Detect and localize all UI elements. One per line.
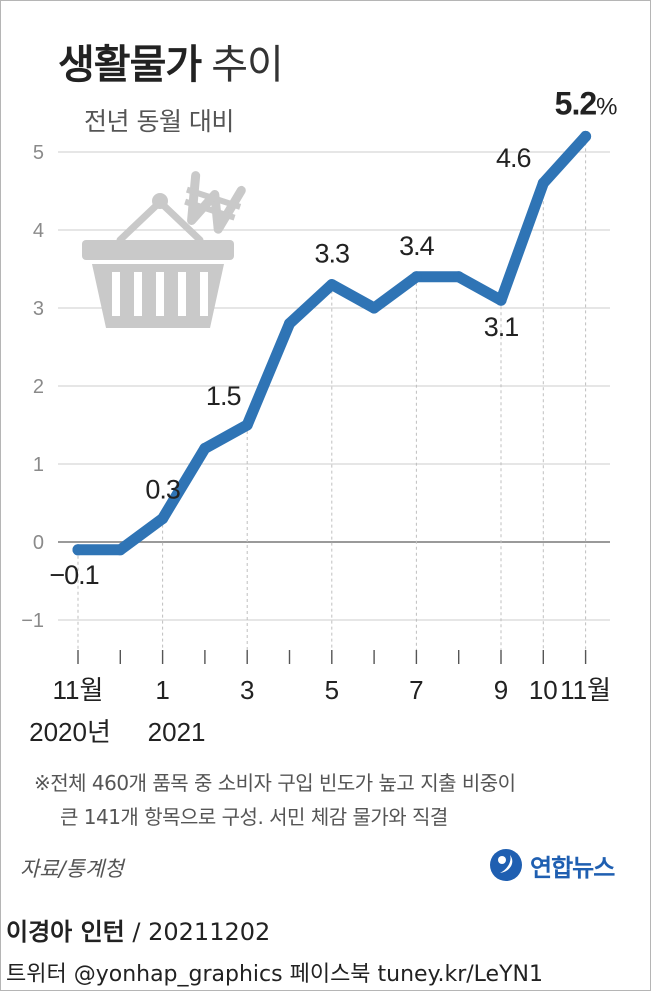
data-point [199,442,211,454]
social-links: 트위터 @yonhap_graphics 페이스북 tuney.kr/LeYN1 [6,962,543,987]
year-label: 2021 [148,717,206,747]
yonhap-logo: 연합뉴스 [488,843,615,887]
y-tick-label: 1 [33,454,44,476]
data-label: 4.6 [496,143,531,173]
footnote-line-2: 큰 141개 항목으로 구성. 서민 체감 물가와 직결 [60,805,448,829]
logo-text: 연합뉴스 [530,853,615,882]
y-tick-label: 5 [33,142,44,164]
data-label: −0.1 [49,560,98,590]
data-point [72,544,84,556]
chart-title: 생활물가 추이 [58,32,284,90]
data-label: 5.2% [555,85,617,121]
x-tick-label: 1 [155,675,169,705]
x-tick-label: 9 [494,675,508,705]
author-name: 이경아 인턴 [6,918,125,946]
data-label: 3.1 [484,312,519,342]
title-main: 생활물가 [58,42,202,88]
won-sign-icon [184,171,246,234]
x-tick-label: 5 [325,675,339,705]
footnote: ※전체 460개 품목 중 소비자 구입 빈도가 높고 지출 비중이 큰 141… [34,766,624,834]
data-point [580,130,592,142]
credits-bar [0,898,651,991]
shopping-basket-icon [82,193,234,328]
x-tick-label: 3 [240,675,254,705]
x-tick-label: 11월 [53,675,104,705]
label-layer: −0.1 0.3 1.5 3.3 3.4 3.1 4.6 5.2% [49,85,618,590]
data-point [537,177,549,189]
source-credit: 자료/통계청 [20,857,124,881]
author-line: 이경아 인턴 / 20211202 [6,918,271,946]
data-point [157,513,169,525]
x-tick-label: 7 [409,675,423,705]
data-label: 3.3 [315,239,350,269]
chart-subtitle: 전년 동월 대비 [84,107,234,136]
y-tick-label: −1 [21,610,44,632]
data-point [368,302,380,314]
y-tick-label: 4 [33,220,44,242]
infographic-card: 5 4 3 2 1 0 −1 11월 1 3 5 7 9 10 11월 2020년 2021 −0.1 0.3 1.… [20,32,624,887]
data-label: 0.3 [145,475,180,505]
y-tick-label: 0 [33,532,44,554]
data-point [326,279,338,291]
year-label: 2020년 [29,717,111,747]
y-tick-label: 3 [33,298,44,320]
data-label-unit: % [596,93,617,120]
series-layer [72,130,592,556]
footnote-line-1: ※전체 460개 품목 중 소비자 구입 빈도가 높고 지출 비중이 [34,771,516,795]
data-point [495,294,507,306]
yonhap-logo-icon [490,849,522,881]
data-point [284,318,295,330]
y-tick-label: 2 [33,376,44,398]
data-point [241,419,253,431]
data-point [453,271,465,283]
title-suffix: 추이 [211,42,284,88]
data-point [114,544,126,556]
data-label: 1.5 [206,381,241,411]
x-tick-label: 10 [529,675,558,705]
data-label: 3.4 [399,231,435,261]
x-tick-label: 11월 [560,675,611,705]
data-point [410,271,422,283]
publish-date: 20211202 [148,918,271,946]
